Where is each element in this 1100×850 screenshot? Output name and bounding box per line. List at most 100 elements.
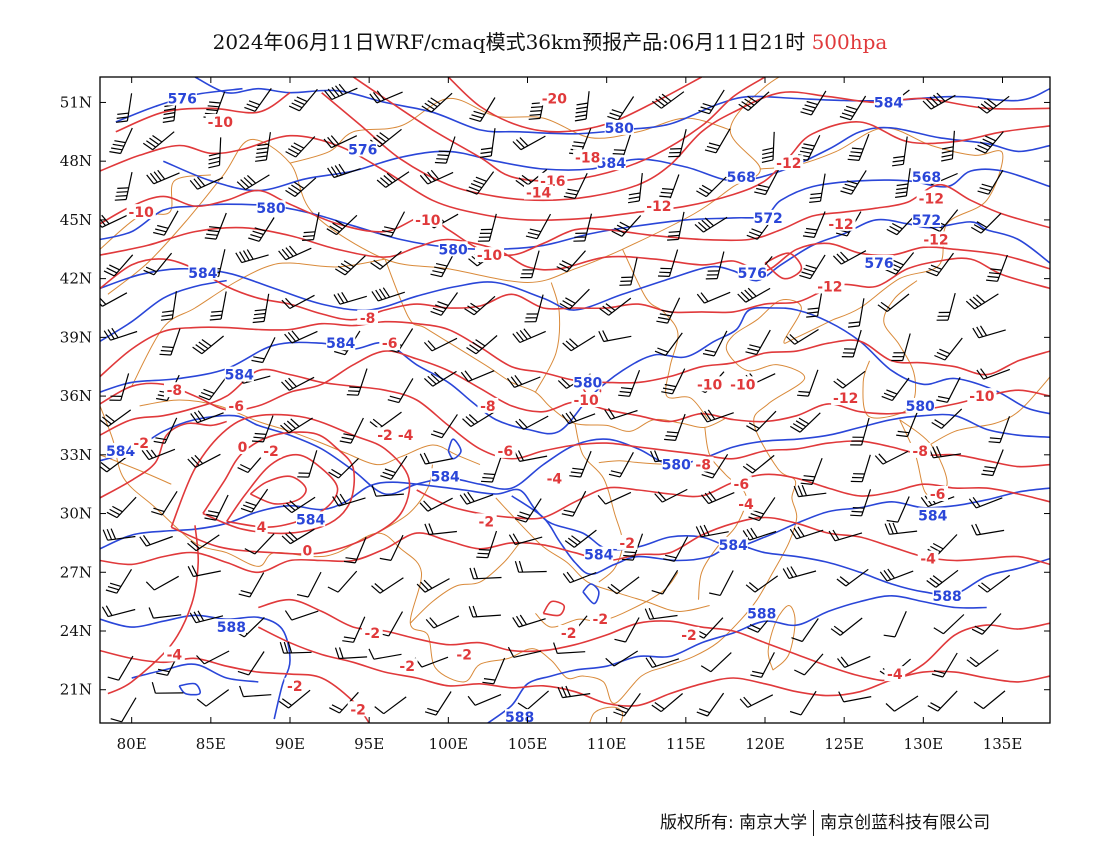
wind-barb — [419, 497, 453, 512]
wind-barb — [515, 415, 549, 430]
temperature-contour-label-bg — [826, 215, 856, 231]
wind-barb — [328, 457, 359, 479]
wind-barb — [574, 91, 590, 122]
wind-barb — [424, 691, 452, 716]
wind-barb — [334, 255, 366, 276]
temperature-contour-label-bg — [413, 211, 443, 227]
wind-barb — [419, 169, 454, 185]
temperature-contour-label: -2 — [399, 659, 415, 675]
wind-barb — [376, 171, 410, 188]
wind-barb — [972, 325, 1006, 339]
wind-barb — [557, 685, 591, 699]
wind-barb — [977, 95, 1010, 114]
wind-barb — [281, 528, 315, 545]
temperature-contour-label-bg — [130, 435, 152, 451]
temperature-contour-label: -2 — [263, 444, 279, 460]
temperature-contour-label-bg — [695, 376, 725, 392]
wind-barb — [380, 455, 408, 480]
height-contour-label: 584 — [584, 548, 613, 564]
wind-barb — [607, 96, 635, 121]
wind-barb — [244, 533, 275, 555]
wind-barb — [369, 411, 402, 430]
height-contour-label: 584 — [918, 509, 947, 525]
height-contour-label: 584 — [225, 368, 254, 384]
wind-barb — [196, 650, 230, 665]
wind-barb — [927, 690, 958, 712]
lat-tick-label: 42N — [60, 270, 92, 288]
wind-barb — [657, 174, 680, 202]
temperature-contour-label-bg — [126, 204, 156, 220]
wind-barb — [696, 692, 725, 717]
wind-barb — [841, 329, 862, 358]
wind-barb — [883, 611, 907, 638]
height-contour — [178, 682, 201, 696]
wind-barb — [613, 692, 641, 717]
wind-barb — [368, 648, 402, 660]
axis-layer: 80E 85E 90E 95E 100E 105E 110E 115E 120E 125E 130E… — [60, 77, 1050, 753]
wind-barb — [705, 251, 725, 280]
wind-barb — [611, 215, 642, 237]
wind-barb — [282, 496, 316, 514]
wind-barb — [791, 618, 819, 643]
temperature-contour-label: -2 — [287, 679, 303, 695]
wind-barb — [239, 685, 272, 698]
boundary-line — [534, 282, 561, 393]
height-contour-label-bg — [918, 507, 948, 523]
temperature-contour-label: -10 — [477, 248, 503, 264]
wind-barb — [110, 697, 137, 723]
wind-barb — [607, 576, 640, 595]
wind-barb — [116, 93, 133, 123]
boundary-line — [107, 77, 781, 295]
wind-barb — [619, 257, 638, 286]
temperature-contour-label-bg — [284, 677, 306, 693]
wind-barb — [668, 129, 687, 158]
temperature-contour — [100, 516, 1050, 574]
wind-barb — [704, 128, 731, 154]
wind-barb — [240, 488, 269, 513]
temperature-contour — [100, 183, 1050, 257]
wind-barb — [561, 490, 587, 517]
wind-barb — [892, 136, 908, 167]
wind-barb — [100, 409, 132, 427]
temperature-contour-label: -2 — [456, 648, 472, 664]
title-main: 2024年06月11日WRF/cmaq模式36km预报产品:06月11日21时 — [212, 30, 806, 54]
lat-tick-label: 24N — [60, 622, 92, 640]
wind-barb — [430, 414, 458, 439]
wind-barb — [971, 212, 1002, 234]
wind-barb — [839, 95, 867, 121]
temperature-contour-label-bg — [225, 397, 247, 413]
temperature-contour-label-bg — [379, 335, 401, 351]
temperature-contour-label-bg — [616, 534, 638, 550]
temperature-contour — [100, 121, 1050, 221]
wind-barb — [709, 570, 734, 596]
temperature-contour-label: -6 — [228, 399, 244, 415]
wind-barb — [742, 527, 777, 541]
wind-barb — [654, 488, 688, 503]
wind-barb — [926, 569, 959, 588]
temperature-contour — [257, 626, 1050, 707]
height-contour-label: 580 — [256, 201, 285, 217]
wind-barb — [761, 131, 775, 163]
temperature-contour-label: -6 — [930, 487, 946, 503]
height-contour-label-bg — [864, 255, 894, 270]
wind-barb — [879, 568, 914, 582]
boundary-line — [622, 249, 709, 420]
wind-barb — [525, 213, 552, 240]
height-contour-label: 576 — [168, 92, 197, 108]
temperature-contour-label: -12 — [833, 391, 858, 407]
wind-barb — [148, 607, 182, 619]
temperature-contour-label-bg — [301, 542, 314, 558]
wind-barb — [151, 490, 178, 516]
height-contour-label-bg — [905, 397, 935, 413]
temperature-contour-label: 0 — [238, 440, 248, 456]
wind-barb — [371, 287, 405, 302]
height-contour-label-bg — [326, 335, 356, 351]
wind-barb — [974, 131, 1004, 154]
height-contour-label: 580 — [438, 242, 467, 258]
temperature-contour-label-bg — [539, 90, 569, 106]
height-contour-label-bg — [604, 119, 634, 135]
wind-barb — [701, 491, 735, 505]
wind-barb — [101, 605, 136, 618]
temperature-contour-label: -10 — [208, 115, 234, 131]
wind-barb — [252, 293, 270, 324]
